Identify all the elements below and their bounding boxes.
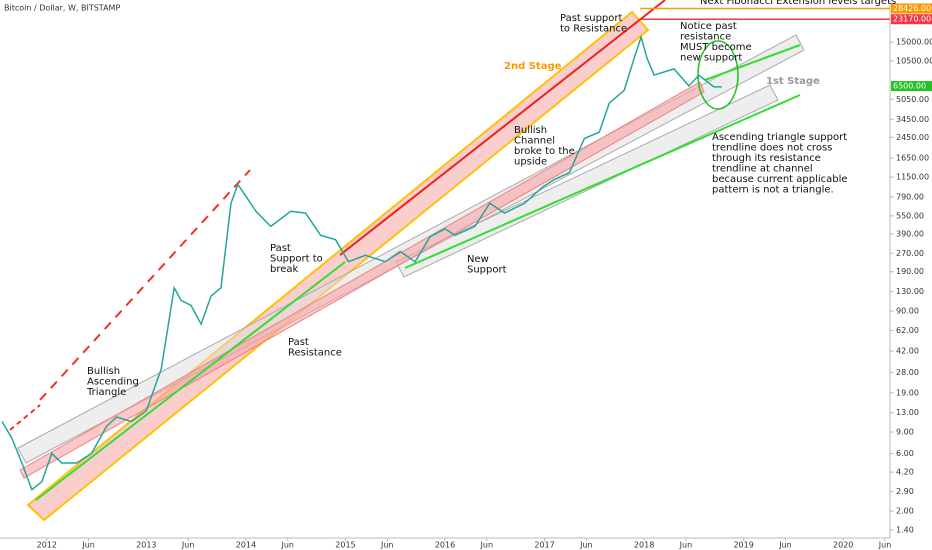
- x-tick-label: 2013: [136, 541, 156, 550]
- y-tick-label: 4.20: [896, 468, 914, 477]
- annotation: new support: [680, 53, 742, 64]
- chart-title: Bitcoin / Dollar, W, BITSTAMP: [4, 4, 120, 13]
- drawings: [0, 0, 891, 539]
- y-tick-label: 13.00: [896, 408, 919, 417]
- x-tick-label: 2012: [37, 541, 57, 550]
- last-price-tag: [891, 81, 932, 92]
- y-tick-label: 3450.00: [896, 115, 929, 124]
- y-tick-label: 90.00: [896, 307, 919, 316]
- annotation: because current applicable: [712, 174, 848, 185]
- y-tick-label: 2450.00: [896, 133, 929, 142]
- red-line: [339, 0, 666, 256]
- annotation: Bullish: [514, 125, 547, 136]
- annotation: 1st Stage: [766, 76, 820, 87]
- orange-channel: [26, 10, 650, 522]
- x-tick-label: 2020: [833, 541, 853, 550]
- annotation: resistance: [680, 32, 731, 43]
- annotation: Next Fibonacci Extension levels targets: [700, 0, 896, 7]
- y-tick-label: 10500.00: [896, 56, 932, 65]
- level-label: 23170.00: [893, 15, 931, 24]
- grey-channel: [395, 84, 779, 278]
- x-tick-label: Jun: [280, 541, 294, 550]
- annotation: broke to the: [514, 146, 575, 157]
- red-band: [19, 81, 705, 479]
- y-tick-label: 1650.00: [896, 154, 929, 163]
- annotation: Past: [270, 243, 291, 254]
- dashed-arrow: [39, 169, 251, 401]
- y-tick-label: 28.00: [896, 368, 919, 377]
- x-tick-label: Jun: [81, 541, 95, 550]
- annotation: through its resistance: [712, 153, 821, 164]
- x-tick-label: 2019: [733, 541, 753, 550]
- dashed-arrow: [9, 404, 41, 431]
- annotation: Support: [467, 265, 507, 276]
- y-tick-label: 790.00: [896, 192, 924, 201]
- y-tick-label: 1.40: [896, 525, 914, 534]
- x-tick-label: Jun: [679, 541, 693, 550]
- y-tick-label: 1150.00: [896, 173, 929, 182]
- y-tick-label: 390.00: [896, 229, 924, 238]
- y-tick-label: 270.00: [896, 249, 924, 258]
- y-tick-label: 5050.00: [896, 95, 929, 104]
- level-tag: [891, 3, 932, 14]
- green-arrow: [35, 261, 346, 501]
- level-tag: [891, 14, 932, 25]
- annotation: MUST become: [680, 42, 752, 53]
- y-tick-label: 190.00: [896, 267, 924, 276]
- annotation: Resistance: [288, 348, 342, 359]
- annotation: trendline does not cross: [712, 143, 832, 154]
- x-tick-label: Jun: [878, 541, 892, 550]
- annotation: Channel: [514, 136, 555, 147]
- last-price-label: 6500.00: [893, 82, 926, 91]
- annotation: Support to: [270, 254, 323, 265]
- annotation: Notice past: [680, 21, 737, 32]
- x-tick-label: Jun: [181, 541, 195, 550]
- y-tick-label: 19.00: [896, 388, 919, 397]
- annotation: Ascending triangle support: [712, 132, 847, 143]
- annotation: 2nd Stage: [504, 61, 562, 72]
- x-tick-label: Jun: [480, 541, 494, 550]
- x-tick-label: 2014: [236, 541, 256, 550]
- x-tick-label: 2018: [634, 541, 654, 550]
- annotation: Ascending: [87, 377, 139, 388]
- x-tick-label: Jun: [380, 541, 394, 550]
- annotation: Past: [288, 337, 309, 348]
- y-tick-label: 6.00: [896, 449, 914, 458]
- annotation: upside: [514, 157, 547, 168]
- x-tick-label: 2016: [435, 541, 455, 550]
- x-tick-label: Jun: [778, 541, 792, 550]
- annotation: to Resistance: [560, 24, 627, 35]
- y-tick-label: 62.00: [896, 326, 919, 335]
- y-tick-label: 42.00: [896, 347, 919, 356]
- annotation: trendline at channel: [712, 164, 813, 175]
- y-tick-label: 2.90: [896, 487, 914, 496]
- y-tick-label: 130.00: [896, 287, 924, 296]
- y-tick-label: 9.00: [896, 428, 914, 437]
- x-tick-label: 2017: [534, 541, 554, 550]
- y-tick-label: 550.00: [896, 211, 924, 220]
- y-tick-label: 15000.00: [896, 38, 932, 47]
- y-tick-label: 2.00: [896, 507, 914, 516]
- annotation: New: [467, 254, 489, 265]
- green-arrow: [704, 44, 801, 81]
- x-tick-label: Jun: [579, 541, 593, 550]
- green-arrow: [404, 94, 801, 269]
- price-line: [1, 34, 722, 492]
- level-label: 28426.00: [893, 4, 931, 13]
- annotation: break: [270, 264, 299, 275]
- annotation: Past support: [560, 13, 622, 24]
- annotation: Triangle: [86, 387, 126, 398]
- annotation: Bullish: [87, 366, 120, 377]
- annotation: pattern is not a triangle.: [712, 185, 834, 196]
- x-tick-label: 2015: [335, 541, 355, 550]
